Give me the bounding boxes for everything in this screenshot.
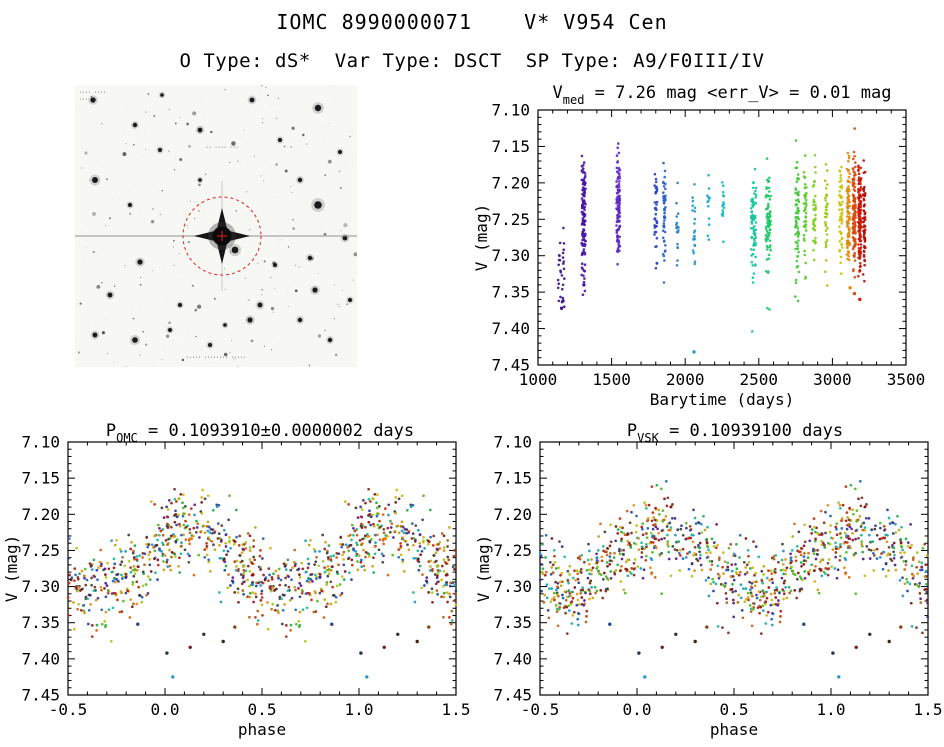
axis-ticks (539, 441, 929, 696)
faint-stars (77, 85, 357, 367)
y-tick-label: 7.30 (493, 577, 532, 596)
y-tick-label: 7.40 (21, 649, 60, 668)
axis-ticks (67, 441, 457, 696)
x-axis-label: phase (238, 720, 286, 739)
x-axis-label: Barytime (days) (650, 390, 795, 409)
y-tick-label: 7.25 (493, 541, 532, 560)
x-tick-label: -0.5 (521, 700, 560, 719)
phase-folded-plot-vsk: -0.5 0.0 0.5 1.0 1.5 7.10 7.15 7.20 7.25 7.30 7.35… (474, 433, 943, 740)
x-tick-label: 1.5 (442, 700, 470, 719)
x-tick-label: 1000 (519, 370, 558, 389)
y-axis-label: V (mag) (2, 535, 21, 602)
image-annotation: ·· ···· ··· (205, 145, 238, 151)
y-tick-label: 7.30 (21, 577, 60, 596)
plot-frame (539, 441, 929, 696)
lightcurve-plot: 1000 1500 2000 2500 3000 3500 7.10 7.15 7.20 7.25… (472, 101, 926, 410)
x-tick-label: 2000 (666, 370, 705, 389)
y-tick-label: 7.40 (491, 319, 530, 338)
x-tick-label: 1.0 (817, 700, 846, 719)
x-tick-label: 3000 (813, 370, 852, 389)
y-tick-label: 7.15 (493, 469, 532, 488)
y-tick-label: 7.40 (493, 649, 532, 668)
y-tick-label: 7.35 (493, 613, 532, 632)
scatter-points (538, 479, 930, 679)
y-axis-label: V (mag) (474, 535, 493, 602)
y-tick-label: 7.20 (493, 505, 532, 524)
x-tick-label: 2500 (740, 370, 779, 389)
y-tick-label: 7.20 (21, 505, 60, 524)
y-tick-label: 7.30 (491, 246, 530, 265)
image-annotation: ···· ···· (79, 90, 106, 96)
finder-chart-image: ···· ······· ·· ·· ···· ··· ····· ········… (75, 85, 357, 367)
phase-omc-title-symbol: P (105, 421, 117, 441)
x-tick-label: 0.0 (151, 700, 180, 719)
y-tick-label: 7.10 (493, 433, 532, 452)
phase-omc-title: POMC = 0.1093910±0.0000002 days (30, 421, 490, 445)
x-axis-label: phase (710, 720, 758, 739)
phase-folded-plot-omc: -0.5 0.0 0.5 1.0 1.5 7.10 7.15 7.20 7.25 7.30 7.35… (2, 433, 470, 740)
y-tick-label: 7.45 (493, 686, 532, 705)
target-circle (182, 196, 262, 276)
x-tick-label: -0.5 (49, 700, 88, 719)
image-annotation: ··· ·· (79, 97, 97, 103)
x-tick-label: 3500 (887, 370, 926, 389)
scatter-points (556, 127, 867, 354)
phase-omc-title-text: = 0.1093910±0.0000002 days (137, 421, 415, 441)
x-tick-label: 0.5 (720, 700, 749, 719)
scatter-points (66, 487, 458, 679)
lightcurve-title: Vmed = 7.26 mag <err_V> = 0.01 mag (500, 83, 944, 108)
axis-ticks (537, 109, 907, 366)
phase-vsk-title-symbol: P (626, 421, 638, 441)
y-axis-label: V (mag) (472, 204, 491, 271)
lightcurve-title-subscript: med (562, 93, 585, 108)
image-annotation: ····· ········ ····· (186, 355, 246, 361)
y-tick-label: 7.45 (491, 356, 530, 375)
lightcurve-title-symbol: V (552, 83, 563, 103)
y-tick-label: 7.20 (491, 173, 530, 192)
y-tick-label: 7.25 (491, 210, 530, 229)
plot-frame (67, 441, 457, 696)
lightcurve-title-text: = 7.26 mag <err_V> = 0.01 mag (584, 83, 892, 103)
page-title: IOMC 8990000071 V* V954 Cen (276, 10, 668, 34)
y-tick-label: 7.35 (491, 283, 530, 302)
x-tick-label: 1.5 (914, 700, 943, 719)
y-tick-label: 7.15 (491, 137, 530, 156)
bright-stars (88, 91, 354, 349)
y-tick-label: 7.35 (21, 613, 60, 632)
image-background (75, 85, 357, 367)
x-tick-label: 0.5 (248, 700, 277, 719)
y-tick-label: 7.25 (21, 541, 60, 560)
x-tick-label: 1500 (592, 370, 631, 389)
plot-frame (537, 109, 907, 366)
phase-vsk-title-text: = 0.10939100 days (658, 421, 844, 441)
x-tick-label: 1.0 (345, 700, 374, 719)
y-tick-label: 7.45 (21, 686, 60, 705)
y-tick-label: 7.10 (491, 101, 530, 120)
y-tick-label: 7.15 (21, 469, 60, 488)
x-tick-label: 0.0 (623, 700, 652, 719)
page-subtitle: O Type: dS* Var Type: DSCT SP Type: A9/F… (179, 50, 765, 72)
y-tick-label: 7.10 (21, 433, 60, 452)
